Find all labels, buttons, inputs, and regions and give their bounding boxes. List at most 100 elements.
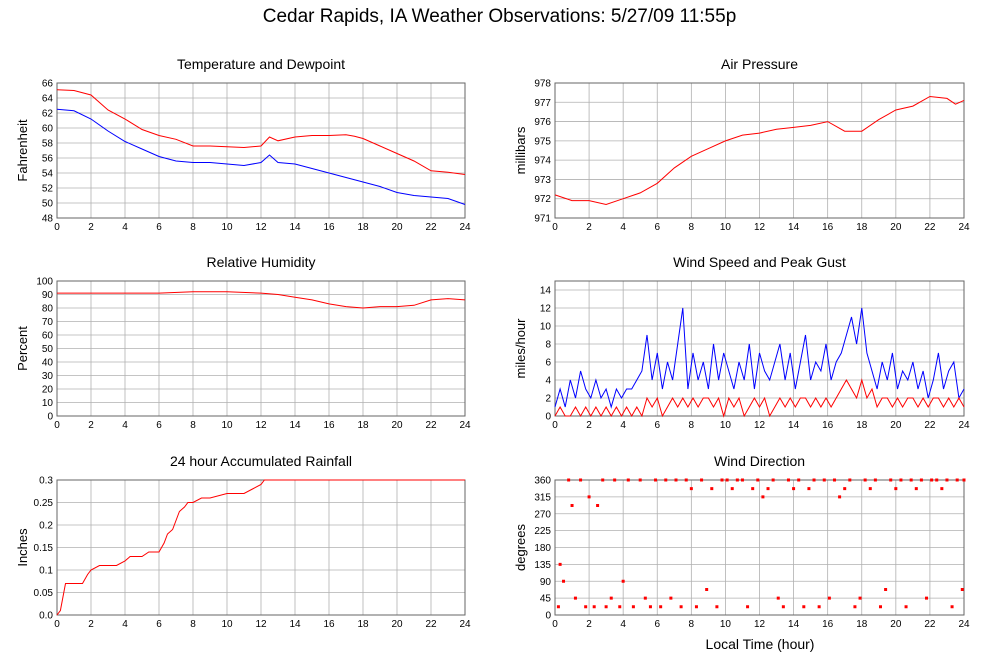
direction-x-tick-label: 10	[720, 619, 732, 630]
humidity-x-tick-label: 14	[289, 420, 301, 431]
pressure-x-tick-label: 4	[620, 222, 626, 233]
direction-point	[643, 596, 647, 600]
temp-x-tick-label: 12	[255, 222, 267, 233]
direction-point	[626, 478, 630, 482]
direction-point	[858, 596, 862, 600]
pressure-y-tick-label: 977	[534, 98, 551, 109]
direction-x-tick-label: 14	[788, 619, 800, 630]
pressure-title: Air Pressure	[721, 56, 798, 72]
direction-x-tick-label: 12	[754, 619, 766, 630]
rain-x-tick-label: 8	[190, 619, 196, 630]
temp-y-tick-label: 52	[42, 184, 54, 195]
direction-y-tick-label: 0	[545, 611, 551, 622]
direction-point	[562, 579, 566, 583]
humidity-x-tick-label: 16	[323, 420, 335, 431]
temp-y-tick-label: 60	[42, 124, 54, 135]
humidity-y-tick-label: 30	[42, 371, 54, 382]
direction-point	[648, 605, 652, 609]
page-title: Cedar Rapids, IA Weather Observations: 5…	[262, 6, 737, 27]
direction-point	[674, 478, 678, 482]
rain-x-tick-label: 20	[391, 619, 403, 630]
direction-x-tick-label: 8	[689, 619, 695, 630]
rain-x-tick-label: 18	[357, 619, 369, 630]
direction-point	[601, 478, 605, 482]
wind-x-tick-label: 12	[754, 420, 766, 431]
temp-x-tick-label: 22	[425, 222, 437, 233]
direction-point	[679, 605, 683, 609]
humidity-x-tick-label: 12	[255, 420, 267, 431]
direction-title: Wind Direction	[714, 453, 805, 469]
humidity-x-tick-label: 10	[221, 420, 233, 431]
wind-series-line-0	[554, 307, 965, 409]
direction-point	[843, 487, 847, 491]
direction-x-tick-label: 22	[924, 619, 936, 630]
temp-x-tick-label: 2	[88, 222, 94, 233]
temp-x-tick-label: 4	[122, 222, 128, 233]
wind-y-axis-label: miles/hour	[513, 318, 528, 379]
rain-y-tick-label: 0.15	[34, 543, 54, 554]
direction-point	[919, 478, 923, 482]
temp-y-tick-label: 56	[42, 154, 54, 165]
direction-point	[955, 478, 959, 482]
direction-point	[596, 504, 600, 507]
humidity-x-tick-label: 24	[459, 420, 471, 431]
temp-x-tick-label: 10	[221, 222, 233, 233]
pressure-plot-frame	[554, 82, 965, 219]
direction-point	[838, 495, 842, 499]
direction-y-tick-label: 135	[534, 560, 551, 571]
direction-point	[868, 487, 872, 491]
humidity-title: Relative Humidity	[207, 254, 316, 270]
wind-x-tick-label: 8	[689, 420, 695, 431]
humidity-y-axis-label: Percent	[15, 326, 30, 371]
direction-point	[740, 478, 744, 482]
temp-y-tick-label: 54	[42, 169, 54, 180]
wind-y-tick-label: 12	[540, 304, 552, 315]
temp-x-tick-label: 8	[190, 222, 196, 233]
direction-point	[604, 605, 608, 609]
humidity-x-tick-label: 0	[54, 420, 60, 431]
direction-y-tick-label: 45	[540, 594, 552, 605]
pressure-y-axis-label: millibars	[513, 126, 528, 174]
direction-point	[751, 487, 755, 491]
rain-series-line-0	[56, 479, 465, 616]
direction-x-tick-label: 6	[654, 619, 660, 630]
pressure-x-tick-label: 20	[890, 222, 902, 233]
pressure-y-tick-label: 975	[534, 136, 551, 147]
direction-point	[613, 478, 617, 482]
rain-x-tick-label: 14	[289, 619, 301, 630]
direction-plot-frame	[554, 479, 965, 616]
humidity-y-tick-label: 50	[42, 344, 54, 355]
humidity-y-tick-label: 100	[36, 277, 53, 288]
direction-point	[797, 478, 801, 482]
direction-point	[664, 478, 668, 482]
direction-point	[694, 605, 698, 609]
direction-point	[638, 478, 642, 482]
wind-y-tick-label: 4	[545, 376, 551, 387]
direction-point	[570, 504, 574, 507]
temp-series-line-1	[56, 108, 466, 205]
rain-y-tick-label: 0.0	[39, 611, 53, 622]
temp-y-axis-label: Fahrenheit	[15, 119, 30, 182]
pressure-x-tick-label: 12	[754, 222, 766, 233]
direction-point	[817, 605, 821, 609]
wind-x-tick-label: 6	[654, 420, 660, 431]
direction-point	[705, 588, 709, 591]
direction-point	[878, 605, 882, 609]
direction-point	[584, 605, 588, 609]
direction-y-axis-label: degrees	[513, 524, 528, 571]
direction-point	[786, 478, 790, 482]
pressure-y-tick-label: 976	[534, 117, 551, 128]
humidity-y-tick-label: 0	[47, 412, 53, 423]
direction-point	[771, 478, 775, 482]
rain-y-tick-label: 0.25	[34, 498, 54, 509]
temp-title: Temperature and Dewpoint	[177, 56, 345, 72]
temp-y-tick-label: 64	[42, 94, 54, 105]
direction-point	[873, 478, 877, 482]
direction-point	[914, 487, 918, 491]
humidity-y-tick-label: 10	[42, 398, 54, 409]
pressure-x-tick-label: 24	[958, 222, 970, 233]
direction-x-tick-label: 20	[890, 619, 902, 630]
